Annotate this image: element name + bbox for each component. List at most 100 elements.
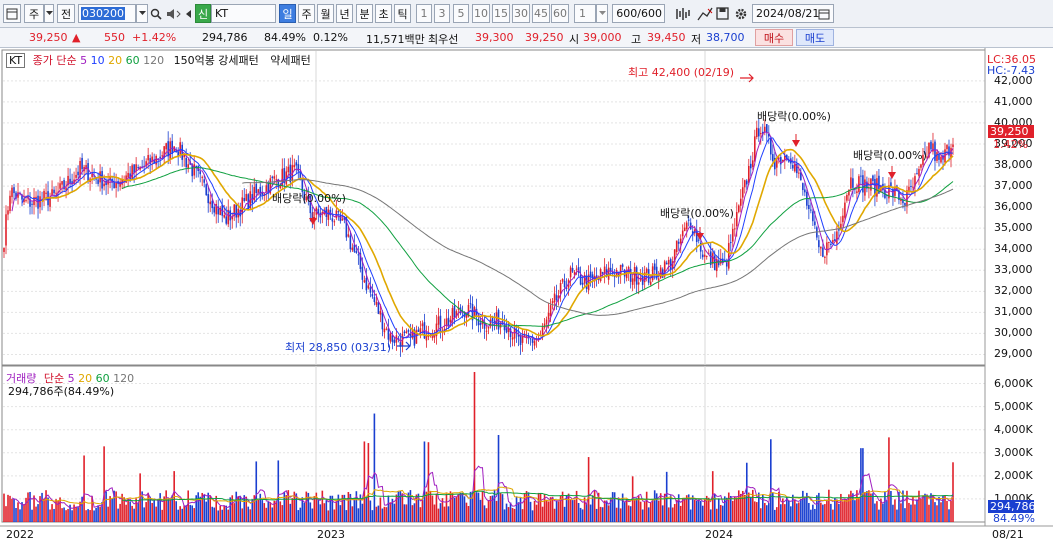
candle-body (743, 180, 746, 188)
volume-bar (405, 504, 408, 522)
dividend-marker (696, 233, 704, 240)
candle-body (333, 221, 336, 223)
calendar-icon[interactable] (817, 4, 831, 23)
count-field[interactable]: 600/600 (612, 4, 665, 23)
candle-body (413, 329, 416, 346)
candle-body (259, 186, 262, 196)
volume-bar (737, 490, 740, 522)
volume-bar (619, 508, 622, 522)
period-week[interactable]: 주 (298, 4, 315, 23)
gear-icon[interactable] (733, 4, 749, 23)
candle-body (115, 182, 117, 188)
candle-body (802, 183, 804, 191)
market-select[interactable]: 주 (24, 4, 44, 23)
volume-bar (541, 506, 544, 522)
prev-icon[interactable] (184, 4, 194, 23)
candle-body (475, 308, 478, 317)
volume-bar (19, 509, 21, 522)
volume-bar (273, 500, 276, 522)
x-label-2022: 2022 (6, 528, 34, 541)
count-value: 600 (616, 7, 638, 20)
high-marker-arrow (740, 73, 754, 83)
interval-60[interactable]: 60 (551, 4, 569, 23)
period-month[interactable]: 월 (317, 4, 334, 23)
candle-body (129, 173, 131, 180)
candle-body (137, 167, 139, 169)
candle-body (753, 136, 756, 162)
candle-body (363, 280, 366, 283)
volume-bar (753, 501, 756, 522)
stock-tag[interactable]: KT (6, 53, 26, 68)
candle-body (565, 287, 568, 289)
volume-bar (481, 491, 484, 522)
candle-body (655, 266, 658, 279)
volume-bar (573, 499, 576, 522)
chart-tools-icon[interactable] (673, 4, 693, 23)
volume-bar (671, 507, 674, 522)
dropdown-icon[interactable] (44, 4, 54, 23)
price-chart[interactable] (0, 48, 1053, 545)
interval-3[interactable]: 3 (434, 4, 450, 23)
volume-bar (159, 493, 161, 522)
window-icon[interactable] (3, 4, 21, 23)
candle-body (179, 142, 181, 155)
dropdown-icon[interactable] (136, 4, 148, 23)
volume-bar (157, 498, 159, 522)
change-arrow-icon: ▲ (72, 31, 81, 44)
interval-10[interactable]: 10 (472, 4, 490, 23)
volume-bar (293, 491, 296, 522)
volume-bar (449, 491, 452, 522)
interval-15[interactable]: 15 (492, 4, 510, 23)
save-icon[interactable] (714, 4, 730, 23)
volume-bar (387, 495, 390, 522)
period-minute[interactable]: 분 (356, 4, 373, 23)
volume-bar (898, 491, 900, 522)
volume-bar (41, 492, 43, 522)
price-panel-frame (1, 49, 986, 366)
code-input[interactable]: 030200 (78, 4, 136, 23)
volume-bar (535, 504, 538, 522)
draw-tools-icon[interactable] (695, 4, 715, 23)
search-icon[interactable] (149, 4, 163, 23)
volume-bar (547, 501, 550, 522)
volume-bar (543, 493, 546, 522)
interval-30[interactable]: 30 (512, 4, 530, 23)
candle-body (269, 178, 272, 194)
volume-bar (681, 499, 684, 522)
interval-5[interactable]: 5 (453, 4, 469, 23)
volume-bar (826, 499, 828, 522)
volume-bar (908, 502, 910, 522)
volume-bar (11, 499, 13, 522)
volume-ma-120: 120 (113, 372, 135, 385)
period-year[interactable]: 년 (336, 4, 353, 23)
volume-bar (97, 505, 99, 522)
candle-body (930, 141, 932, 150)
volume-tick: 5,000K (994, 399, 1033, 413)
period-day[interactable]: 일 (279, 4, 296, 23)
volume-bar (794, 499, 796, 522)
volume-bar (784, 504, 786, 522)
volume-bar (659, 493, 662, 522)
volume-bar (852, 493, 854, 522)
period-second[interactable]: 초 (375, 4, 392, 23)
full-toggle[interactable]: 전 (57, 4, 75, 23)
interval-1[interactable]: 1 (416, 4, 432, 23)
custom-interval-field[interactable]: 1 (574, 4, 596, 23)
price-tick: 29,000 (994, 347, 1033, 361)
volume-tick: 2,000K (994, 468, 1033, 482)
dropdown-icon[interactable] (596, 4, 608, 23)
speaker-icon[interactable] (165, 4, 183, 23)
date-field[interactable]: 2024/08/21 (752, 4, 834, 23)
volume-bar (201, 492, 204, 522)
volume-bar (349, 493, 352, 522)
volume-bar (465, 502, 468, 522)
volume-value: 294,786 (202, 31, 248, 44)
period-tick[interactable]: 틱 (394, 4, 411, 23)
stock-name-field[interactable]: KT (211, 4, 276, 23)
candle-body (9, 195, 11, 211)
volume-bar (952, 462, 954, 522)
buy-button[interactable]: 매수 (755, 29, 793, 46)
sell-button[interactable]: 매도 (796, 29, 834, 46)
interval-45[interactable]: 45 (532, 4, 550, 23)
candle-body (337, 211, 340, 213)
